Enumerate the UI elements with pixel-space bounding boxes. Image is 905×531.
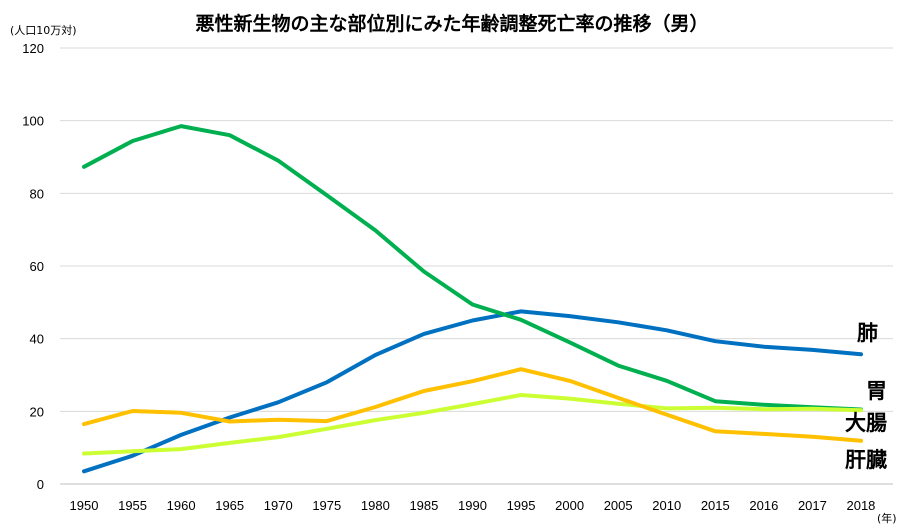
series-line-胃 xyxy=(82,124,863,412)
x-tick-label: 2015 xyxy=(701,498,730,513)
x-tick-label: 1995 xyxy=(507,498,536,513)
y-tick-label: 40 xyxy=(30,332,44,347)
series-label-肝臓: 肝臓 xyxy=(845,448,887,472)
gridlines xyxy=(60,47,893,485)
series-line-大腸 xyxy=(82,393,863,456)
chart-title: 悪性新生物の主な部位別にみた年齢調整死亡率の推移（男） xyxy=(195,12,708,35)
series-line-肝臓 xyxy=(82,367,863,443)
x-tick-label: 2010 xyxy=(652,498,681,513)
x-tick-label: 2005 xyxy=(604,498,633,513)
x-tick-label: 2017 xyxy=(798,498,827,513)
y-axis-unit: (人口10万対) xyxy=(10,23,77,37)
x-tick-label: 1970 xyxy=(264,498,293,513)
x-tick-label: 1965 xyxy=(215,498,244,513)
x-tick-label: 2018 xyxy=(846,498,875,513)
x-tick-label: 1990 xyxy=(458,498,487,513)
y-tick-label: 0 xyxy=(37,477,44,492)
y-tick-label: 80 xyxy=(30,186,44,201)
x-tick-label: 1980 xyxy=(361,498,390,513)
y-axis-ticks: 0 20 40 60 80 100 120 xyxy=(22,41,44,492)
x-axis-ticks: 1950 1955 1960 1965 1970 1975 1980 1985 1990 1995… xyxy=(70,498,876,513)
x-tick-label: 1985 xyxy=(409,498,438,513)
series-line-肺 xyxy=(82,309,863,474)
series-label-胃: 胃 xyxy=(866,379,887,403)
x-tick-label: 2000 xyxy=(555,498,584,513)
series-lines xyxy=(82,124,863,474)
series-label-大腸: 大腸 xyxy=(845,411,887,435)
x-tick-label: 1955 xyxy=(118,498,147,513)
y-tick-label: 60 xyxy=(30,259,44,274)
y-tick-label: 20 xyxy=(30,404,44,419)
series-label-肺: 肺 xyxy=(857,321,878,345)
x-tick-label: 1960 xyxy=(167,498,196,513)
x-axis-unit: (年) xyxy=(877,511,897,525)
y-tick-label: 120 xyxy=(22,41,44,56)
y-tick-label: 100 xyxy=(22,114,44,129)
x-tick-label: 2016 xyxy=(749,498,778,513)
x-tick-label: 1950 xyxy=(70,498,99,513)
x-tick-label: 1975 xyxy=(312,498,341,513)
